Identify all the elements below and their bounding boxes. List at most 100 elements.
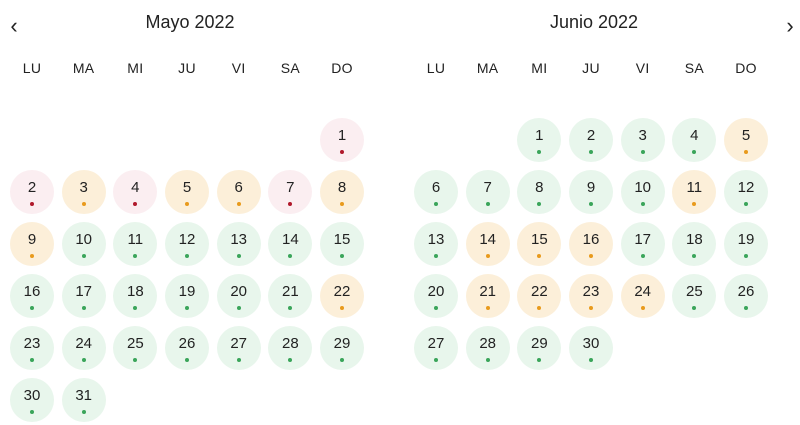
availability-dot-green [340, 358, 345, 362]
calendar-day[interactable]: 21 [465, 274, 510, 318]
calendar-day[interactable]: 18 [672, 222, 717, 266]
calendar-day[interactable]: 23 [10, 326, 54, 370]
calendar-day[interactable]: 7 [268, 170, 313, 214]
calendar-day[interactable]: 2 [10, 170, 54, 214]
calendar-day[interactable]: 15 [320, 222, 365, 266]
availability-dot-green [434, 254, 438, 258]
availability-dot-green [81, 306, 86, 310]
calendar-day[interactable]: 19 [165, 274, 209, 318]
calendar-day[interactable]: 22 [320, 274, 365, 318]
prev-month-button[interactable]: ‹ [2, 12, 26, 40]
day-number: 23 [23, 335, 41, 352]
calendar-day[interactable]: 27 [216, 326, 261, 370]
calendar-day[interactable]: 23 [569, 274, 613, 318]
day-number: 13 [427, 231, 445, 248]
calendar-day[interactable]: 28 [465, 326, 510, 370]
calendar-day[interactable]: 7 [465, 170, 510, 214]
day-number: 7 [286, 179, 295, 196]
month-title: Mayo 2022 [145, 12, 235, 32]
calendar-day[interactable]: 30 [10, 378, 54, 422]
calendar-day[interactable]: 21 [268, 274, 313, 318]
availability-dot-green [589, 150, 593, 154]
calendar-day[interactable]: 26 [724, 274, 769, 318]
availability-dot-green [434, 306, 438, 310]
calendar-day[interactable]: 17 [61, 274, 106, 318]
calendar-day[interactable]: 14 [268, 222, 313, 266]
calendar-day[interactable]: 29 [517, 326, 562, 370]
chevron-left-icon: ‹ [10, 13, 18, 38]
calendar-day[interactable]: 1 [517, 118, 562, 162]
availability-dot-green [30, 306, 34, 310]
availability-dot-green [236, 306, 241, 310]
availability-dot-orange [744, 150, 749, 154]
weekday-label: LU [426, 60, 446, 76]
availability-dot-green [692, 306, 697, 310]
calendar-day[interactable]: 20 [216, 274, 261, 318]
calendar-day[interactable]: 5 [165, 170, 209, 214]
calendar-day[interactable]: 25 [113, 326, 158, 370]
day-number: 29 [333, 335, 351, 352]
availability-dot-green [537, 202, 542, 206]
calendar-day[interactable]: 9 [10, 222, 54, 266]
calendar-day[interactable]: 25 [672, 274, 717, 318]
calendar-day[interactable]: 4 [113, 170, 158, 214]
calendar-day[interactable]: 19 [724, 222, 769, 266]
calendar-day[interactable]: 5 [724, 118, 769, 162]
day-number: 3 [79, 179, 88, 196]
weekday-label: SA [684, 60, 704, 76]
calendar-day[interactable]: 6 [216, 170, 261, 214]
availability-dot-green [485, 358, 490, 362]
day-number: 16 [582, 231, 600, 248]
day-number: 5 [182, 179, 192, 196]
calendar-day[interactable]: 11 [113, 222, 158, 266]
calendar-day[interactable]: 12 [724, 170, 769, 214]
calendar-day[interactable]: 3 [620, 118, 665, 162]
calendar-day[interactable]: 4 [672, 118, 717, 162]
calendar-day[interactable]: 13 [216, 222, 261, 266]
availability-dot-green [744, 306, 749, 310]
availability-dot-green [288, 358, 293, 362]
availability-dot-red [340, 150, 345, 154]
availability-dot-green [236, 358, 241, 362]
day-number: 26 [178, 335, 196, 352]
calendar-day[interactable]: 3 [61, 170, 106, 214]
calendar-day[interactable]: 8 [517, 170, 562, 214]
weekday-label: JU [178, 60, 196, 76]
calendar-day[interactable]: 29 [320, 326, 365, 370]
calendar-day[interactable]: 30 [569, 326, 613, 370]
calendar-day[interactable]: 22 [517, 274, 562, 318]
calendar-day[interactable]: 10 [61, 222, 106, 266]
availability-dot-green [434, 358, 438, 362]
availability-dot-green [640, 254, 645, 258]
calendar-day[interactable]: 15 [517, 222, 562, 266]
calendar-day[interactable]: 10 [620, 170, 665, 214]
calendar-day[interactable]: 1 [320, 118, 365, 162]
calendar-day[interactable]: 20 [414, 274, 458, 318]
availability-dot-green [640, 150, 645, 154]
calendar-day[interactable]: 27 [414, 326, 458, 370]
calendar-day[interactable]: 31 [61, 378, 106, 422]
calendar-day[interactable]: 16 [569, 222, 613, 266]
day-number: 27 [230, 335, 248, 352]
calendar-day[interactable]: 8 [320, 170, 365, 214]
calendar-day[interactable]: 28 [268, 326, 313, 370]
calendar-day[interactable]: 11 [672, 170, 717, 214]
day-number: 16 [23, 283, 41, 300]
calendar-day[interactable]: 13 [414, 222, 458, 266]
calendar-day[interactable]: 24 [61, 326, 106, 370]
calendar-day[interactable]: 9 [569, 170, 613, 214]
next-month-button[interactable]: › [778, 12, 800, 40]
calendar-day[interactable]: 16 [10, 274, 54, 318]
calendar-day[interactable]: 2 [569, 118, 613, 162]
calendar-day[interactable]: 18 [113, 274, 158, 318]
day-number: 9 [27, 231, 37, 248]
calendar-day[interactable]: 24 [620, 274, 665, 318]
calendar-day[interactable]: 17 [620, 222, 665, 266]
calendar-day[interactable]: 12 [165, 222, 209, 266]
day-number: 2 [586, 127, 596, 144]
calendar-day[interactable]: 26 [165, 326, 209, 370]
calendar-day[interactable]: 6 [414, 170, 458, 214]
calendar-day[interactable]: 14 [465, 222, 510, 266]
day-number: 24 [634, 283, 652, 300]
availability-dot-green [185, 306, 189, 310]
